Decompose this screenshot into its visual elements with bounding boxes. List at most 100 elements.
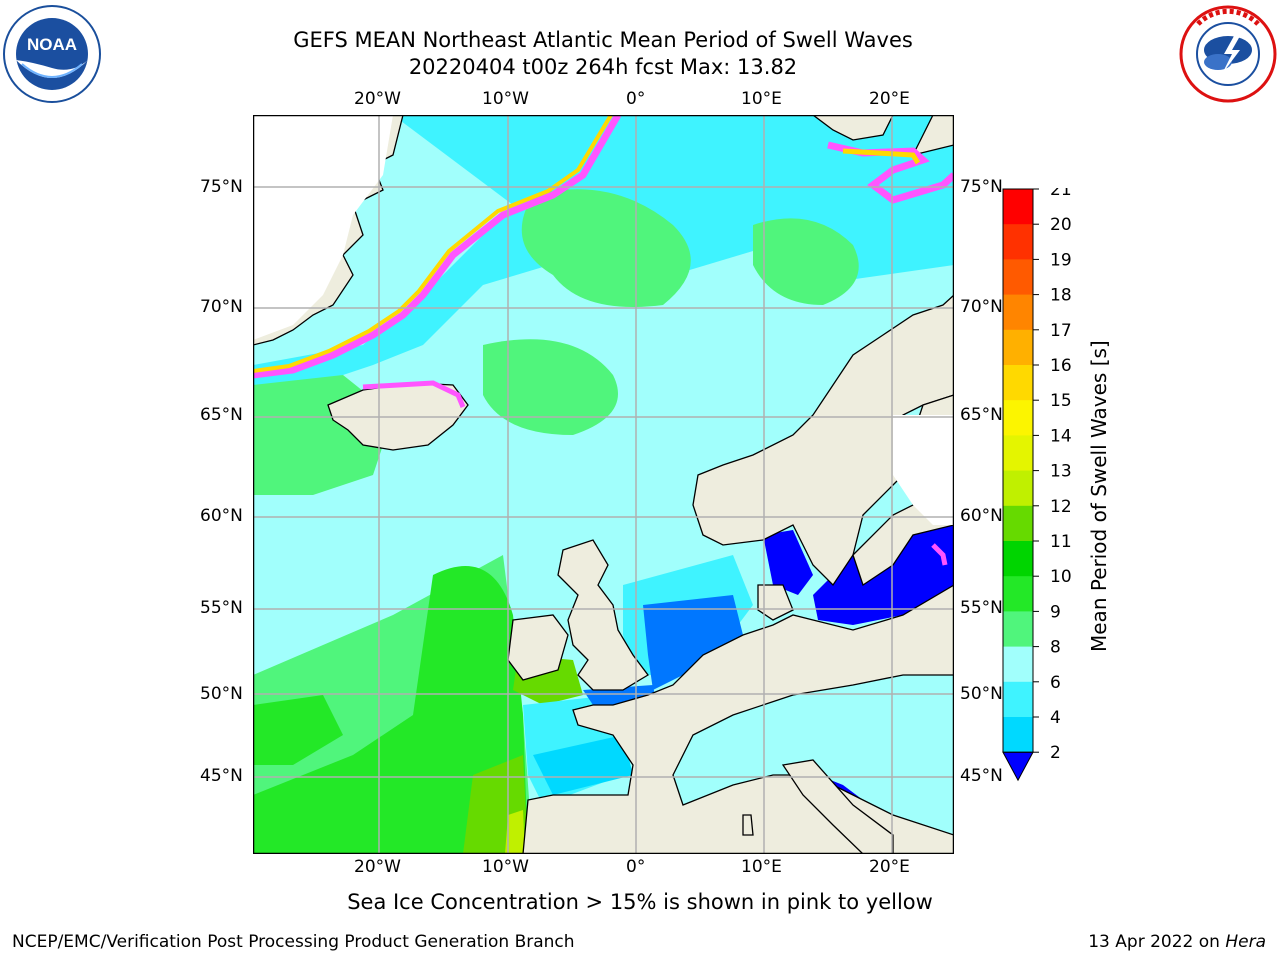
novaya-zemlya-land bbox=[911, 115, 954, 156]
colorbar-tick-label: 17 bbox=[1050, 321, 1072, 341]
lon-tick-bottom: 10°W bbox=[482, 857, 529, 877]
swell-band-2-4 bbox=[643, 595, 743, 690]
colorbar-swatch bbox=[1003, 259, 1033, 296]
colorbar-tick-label: 9 bbox=[1050, 602, 1061, 622]
no-data-area bbox=[893, 415, 954, 525]
lon-tick-bottom: 20°E bbox=[869, 857, 910, 877]
colorbar-swatch bbox=[1003, 646, 1033, 683]
lon-tick-top: 10°W bbox=[482, 89, 529, 109]
colorbar-swatch bbox=[1003, 681, 1033, 718]
italy-land bbox=[781, 759, 894, 854]
colorbar-tick-label: 15 bbox=[1050, 391, 1072, 411]
swell-under-2 bbox=[763, 530, 813, 595]
colorbar-tick-label: 12 bbox=[1050, 497, 1072, 517]
lat-tick-right: 45°N bbox=[960, 766, 1003, 786]
lat-tick-left: 45°N bbox=[200, 766, 243, 786]
colorbar-tick-label: 19 bbox=[1050, 250, 1072, 270]
colorbar-tick-label: 2 bbox=[1050, 743, 1061, 763]
swell-patch-9-10 bbox=[483, 339, 618, 435]
no-data-area bbox=[253, 115, 393, 340]
colorbar-tick-label: 6 bbox=[1050, 673, 1061, 693]
lat-tick-left: 75°N bbox=[200, 177, 243, 197]
map-frame bbox=[253, 115, 954, 854]
noaa-logo: NOAA bbox=[2, 4, 102, 104]
footer-date-text: 13 Apr 2022 on bbox=[1088, 932, 1226, 952]
colorbar-swatch bbox=[1003, 435, 1033, 472]
europe-land bbox=[522, 584, 954, 854]
lon-tick-top: 20°E bbox=[869, 89, 910, 109]
colorbar-tick-label: 20 bbox=[1050, 215, 1072, 235]
colorbar-swatch bbox=[1003, 224, 1033, 260]
footer-date: 13 Apr 2022 on Hera bbox=[1088, 932, 1266, 952]
noaa-logo-text: NOAA bbox=[27, 35, 77, 54]
lat-tick-right: 70°N bbox=[960, 297, 1003, 317]
colorbar-ticks: 21 20 19 18 17 16 15 14 13 12 11 10 9 8 6 4 2 bbox=[1033, 188, 1072, 763]
colorbar-tick-label: 8 bbox=[1050, 638, 1061, 658]
swell-period-map bbox=[253, 115, 954, 854]
lon-tick-top: 20°W bbox=[354, 89, 401, 109]
sea-ice-edge bbox=[253, 115, 613, 373]
svalbard-land bbox=[811, 115, 894, 141]
lat-tick-right: 65°N bbox=[960, 405, 1003, 425]
lon-tick-bottom: 10°E bbox=[741, 857, 782, 877]
colorbar-swatch bbox=[1003, 576, 1033, 612]
colorbar-tick-label: 4 bbox=[1050, 708, 1061, 728]
colorbar-swatch bbox=[1003, 329, 1033, 366]
colorbar-tick-label: 13 bbox=[1050, 462, 1072, 482]
lon-tick-bottom: 0° bbox=[626, 857, 646, 877]
colorbar: 21 20 19 18 17 16 15 14 13 12 11 10 9 8 6 4 2 bbox=[1002, 188, 1072, 782]
swell-under-2 bbox=[813, 525, 954, 625]
lat-tick-left: 50°N bbox=[200, 684, 243, 704]
colorbar-swatch bbox=[1003, 400, 1033, 436]
colorbar-tick-label: 18 bbox=[1050, 286, 1072, 306]
sea-ice-caption: Sea Ice Concentration > 15% is shown in … bbox=[0, 890, 1280, 914]
colorbar-swatch bbox=[1003, 294, 1033, 331]
swell-patch-12-13 bbox=[505, 810, 525, 854]
colorbar-swatch bbox=[1003, 541, 1033, 577]
colorbar-swatches bbox=[1002, 188, 1034, 782]
sea-ice-edge bbox=[253, 115, 622, 379]
sea-ice-edge bbox=[842, 148, 921, 165]
colorbar-swatch bbox=[1003, 505, 1033, 542]
sea-ice-caption-text: Sea Ice Concentration > 15% is shown in … bbox=[347, 890, 933, 914]
lat-tick-right: 75°N bbox=[960, 177, 1003, 197]
colorbar-under-triangle bbox=[1002, 751, 1034, 782]
colorbar-tick-label: 11 bbox=[1050, 532, 1072, 552]
sea-ice bbox=[253, 115, 954, 566]
corsica-land bbox=[742, 814, 754, 836]
denmark-land bbox=[757, 584, 794, 621]
lat-tick-right: 50°N bbox=[960, 684, 1003, 704]
swell-patch-10-11 bbox=[253, 566, 528, 854]
nws-logo bbox=[1178, 4, 1278, 104]
colorbar-tick-label: 21 bbox=[1050, 188, 1072, 200]
great-britain-land bbox=[557, 539, 649, 691]
lat-tick-right: 55°N bbox=[960, 598, 1003, 618]
lon-tick-top: 10°E bbox=[741, 89, 782, 109]
footer-credit: NCEP/EMC/Verification Post Processing Pr… bbox=[12, 932, 575, 952]
colorbar-label: Mean Period of Swell Waves [s] bbox=[1087, 340, 1111, 652]
sea-ice-edge bbox=[931, 543, 948, 566]
lat-tick-left: 70°N bbox=[200, 297, 243, 317]
map-subtitle: 20220404 t00z 264h fcst Max: 13.82 bbox=[408, 55, 798, 79]
lat-tick-left: 60°N bbox=[200, 506, 243, 526]
lon-tick-top: 0° bbox=[626, 89, 646, 109]
colorbar-tick-label: 16 bbox=[1050, 356, 1072, 376]
lat-tick-left: 55°N bbox=[200, 598, 243, 618]
swell-patch-9-10 bbox=[521, 189, 691, 307]
colorbar-swatch bbox=[1003, 470, 1033, 507]
sea-ice-edge bbox=[362, 380, 466, 408]
footer-host: Hera bbox=[1225, 932, 1266, 952]
lat-tick-left: 65°N bbox=[200, 405, 243, 425]
colorbar-swatch bbox=[1003, 365, 1033, 401]
colorbar-swatch bbox=[1003, 611, 1033, 648]
colorbar-tick-label: 14 bbox=[1050, 426, 1072, 446]
graticule bbox=[253, 115, 954, 854]
lat-tick-right: 60°N bbox=[960, 506, 1003, 526]
swell-patch-10-11 bbox=[253, 695, 343, 765]
swell-patch-9-10 bbox=[753, 218, 859, 305]
lon-tick-bottom: 20°W bbox=[354, 857, 401, 877]
colorbar-swatch bbox=[1003, 717, 1033, 753]
swell-band-4-6 bbox=[533, 735, 633, 795]
colorbar-swatch bbox=[1003, 189, 1033, 225]
map-title: GEFS MEAN Northeast Atlantic Mean Period… bbox=[293, 28, 913, 52]
